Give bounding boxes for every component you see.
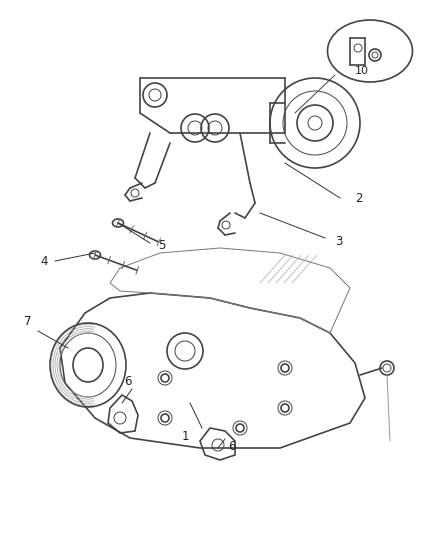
Text: 6: 6 — [124, 375, 131, 388]
Text: 4: 4 — [40, 254, 48, 268]
Text: 6: 6 — [227, 440, 235, 453]
Text: 2: 2 — [354, 191, 362, 205]
Text: 5: 5 — [158, 238, 165, 252]
Text: 3: 3 — [334, 235, 342, 247]
Text: 7: 7 — [24, 315, 32, 328]
Text: 10: 10 — [354, 66, 368, 76]
Text: 1: 1 — [181, 430, 188, 443]
